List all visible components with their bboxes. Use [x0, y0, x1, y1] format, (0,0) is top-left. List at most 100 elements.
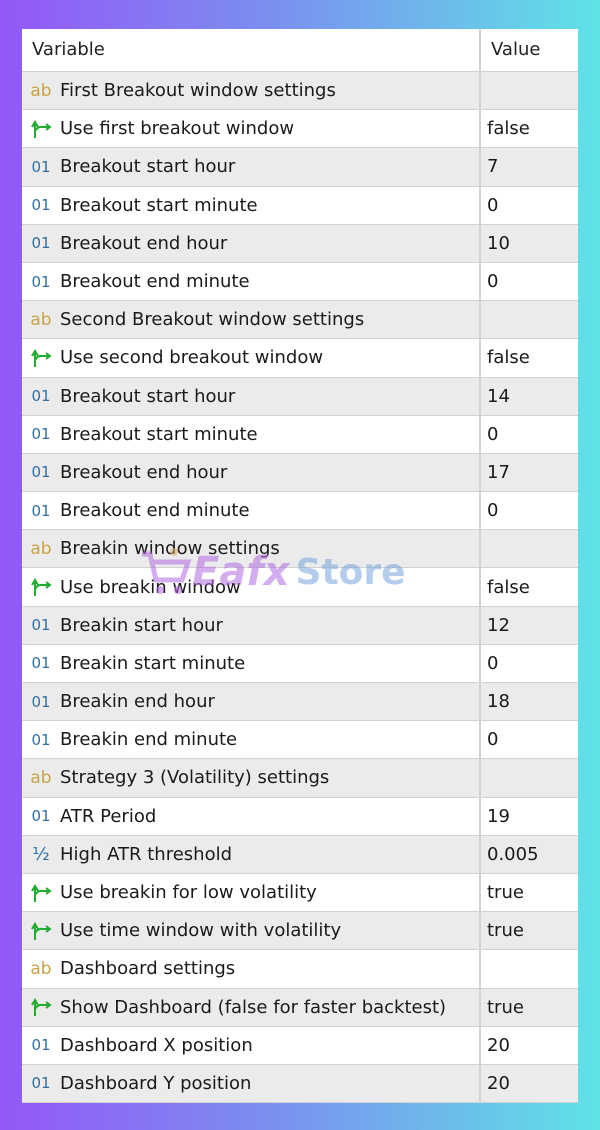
table-row[interactable]: 01 Dashboard Y position 20 [22, 1064, 578, 1104]
variable-cell: 01 Breakout end hour [22, 453, 481, 492]
variable-label: Show Dashboard (false for faster backtes… [60, 996, 447, 1018]
table-row[interactable]: 01 Breakin start hour 12 [22, 606, 578, 645]
int-01-icon: 01 [31, 463, 51, 482]
value-cell[interactable]: 0 [487, 271, 499, 293]
variable-label: Second Breakout window settings [60, 309, 365, 331]
variable-label: Breakin window settings [60, 538, 280, 560]
table-row[interactable]: Use second breakout window false [22, 339, 578, 378]
group-row[interactable]: ab Breakin window settings [22, 530, 578, 569]
table-row[interactable]: 01 Breakout start minute 0 [22, 415, 578, 454]
variable-label: Use breakin window [60, 576, 241, 598]
variable-cell: ½ High ATR threshold [22, 835, 481, 873]
variable-label: Use second breakout window [60, 347, 324, 369]
variable-cell: 01 Breakout end hour [22, 224, 481, 262]
table-row[interactable]: 01 Breakout start hour 7 [22, 148, 578, 187]
table-row[interactable]: 01 Breakout end hour 10 [22, 224, 578, 263]
column-header-value[interactable]: Value [491, 39, 541, 60]
variable-label: Breakin end minute [60, 729, 238, 751]
group-row[interactable]: ab Strategy 3 (Volatility) settings [22, 759, 578, 798]
variable-label: Breakout start hour [60, 156, 236, 178]
value-cell[interactable]: 0 [487, 194, 499, 216]
table-row[interactable]: 01 ATR Period 19 [22, 797, 578, 836]
table-row[interactable]: Use breakin for low volatility true [22, 873, 578, 913]
value-cell[interactable]: 7 [487, 156, 499, 178]
column-header-variable[interactable]: Variable [22, 29, 481, 71]
value-cell[interactable]: 0 [487, 652, 499, 674]
ab-string-icon: ab [30, 538, 52, 559]
value-cell[interactable]: 17 [487, 461, 510, 483]
table-row[interactable]: Use time window with volatility true [22, 912, 578, 951]
value-cell[interactable]: true [487, 996, 524, 1018]
int-01-icon: 01 [31, 1074, 51, 1093]
bool-arrow-icon [27, 118, 55, 140]
group-row[interactable]: ab First Breakout window settings [22, 72, 578, 111]
table-row[interactable]: 01 Breakout start minute 0 [22, 186, 578, 225]
group-row[interactable]: ab Dashboard settings [22, 950, 578, 989]
variable-cell: 01 Breakout end minute [22, 262, 481, 301]
int-01-icon: 01 [31, 425, 51, 444]
value-cell[interactable]: false [487, 576, 530, 598]
variable-label: Dashboard Y position [60, 1072, 252, 1094]
variable-label: Breakout end hour [60, 461, 228, 483]
variable-cell: 01 Breakin end hour [22, 683, 481, 721]
int-01-icon: 01 [31, 1036, 51, 1055]
value-cell[interactable]: 14 [487, 385, 510, 407]
variable-cell: ab Second Breakout window settings [22, 301, 481, 339]
value-cell[interactable]: 0 [487, 423, 499, 445]
variable-label: Dashboard X position [60, 1034, 253, 1056]
value-cell[interactable] [481, 759, 578, 796]
table-row[interactable]: 01 Breakin end hour 18 [22, 683, 578, 722]
value-cell[interactable] [481, 301, 578, 338]
int-01-icon: 01 [31, 196, 51, 215]
variable-label: Breakout end minute [60, 500, 250, 522]
table-row[interactable]: Use first breakout window false [22, 110, 578, 149]
value-cell[interactable]: 0.005 [487, 843, 539, 865]
value-cell[interactable]: false [487, 118, 530, 140]
table-row[interactable]: Use breakin window false [22, 568, 578, 607]
variable-label: ATR Period [60, 805, 157, 827]
variable-label: First Breakout window settings [60, 80, 336, 102]
table-row[interactable]: Show Dashboard (false for faster backtes… [22, 988, 578, 1027]
ab-string-icon: ab [30, 767, 52, 788]
variable-label: Use breakin for low volatility [60, 882, 317, 904]
variable-cell: 01 Breakin end minute [22, 721, 481, 759]
value-cell[interactable] [481, 530, 578, 567]
value-cell[interactable]: 20 [487, 1072, 510, 1094]
table-row[interactable]: 01 Dashboard X position 20 [22, 1026, 578, 1065]
value-cell[interactable]: 10 [487, 232, 510, 254]
int-01-icon: 01 [31, 692, 51, 711]
variable-cell: ab Dashboard settings [22, 950, 481, 988]
int-01-icon: 01 [31, 730, 51, 749]
value-cell[interactable]: true [487, 882, 524, 904]
value-cell[interactable]: 20 [487, 1034, 510, 1056]
value-cell[interactable] [481, 950, 578, 987]
value-cell[interactable]: 18 [487, 691, 510, 713]
value-cell[interactable]: true [487, 920, 524, 942]
value-cell[interactable]: false [487, 347, 530, 369]
double-half-icon: ½ [32, 843, 50, 865]
variable-label: Breakin end hour [60, 691, 215, 713]
value-cell[interactable] [481, 72, 578, 109]
group-row[interactable]: ab Second Breakout window settings [22, 301, 578, 340]
int-01-icon: 01 [31, 616, 51, 635]
int-01-icon: 01 [31, 234, 51, 253]
variable-label: Breakout end hour [60, 232, 228, 254]
int-01-icon: 01 [31, 157, 51, 176]
table-row[interactable]: 01 Breakout end minute 0 [22, 492, 578, 531]
table-row[interactable]: ½ High ATR threshold 0.005 [22, 835, 578, 874]
value-cell[interactable]: 0 [487, 500, 499, 522]
table-row[interactable]: 01 Breakin end minute 0 [22, 721, 578, 760]
value-cell[interactable]: 0 [487, 729, 499, 751]
value-cell[interactable]: 19 [487, 805, 510, 827]
variable-label: Breakin start hour [60, 614, 223, 636]
bool-arrow-icon [27, 347, 55, 369]
variable-label: Breakout start minute [60, 194, 258, 216]
table-row[interactable]: 01 Breakin start minute 0 [22, 644, 578, 683]
table-row[interactable]: 01 Breakout end hour 17 [22, 453, 578, 493]
table-row[interactable]: 01 Breakout start hour 14 [22, 377, 578, 416]
value-cell[interactable]: 12 [487, 614, 510, 636]
variable-label: Breakout start hour [60, 385, 236, 407]
table-row[interactable]: 01 Breakout end minute 0 [22, 262, 578, 302]
table-header: Variable Value [22, 29, 578, 72]
variable-label: Breakin start minute [60, 652, 246, 674]
